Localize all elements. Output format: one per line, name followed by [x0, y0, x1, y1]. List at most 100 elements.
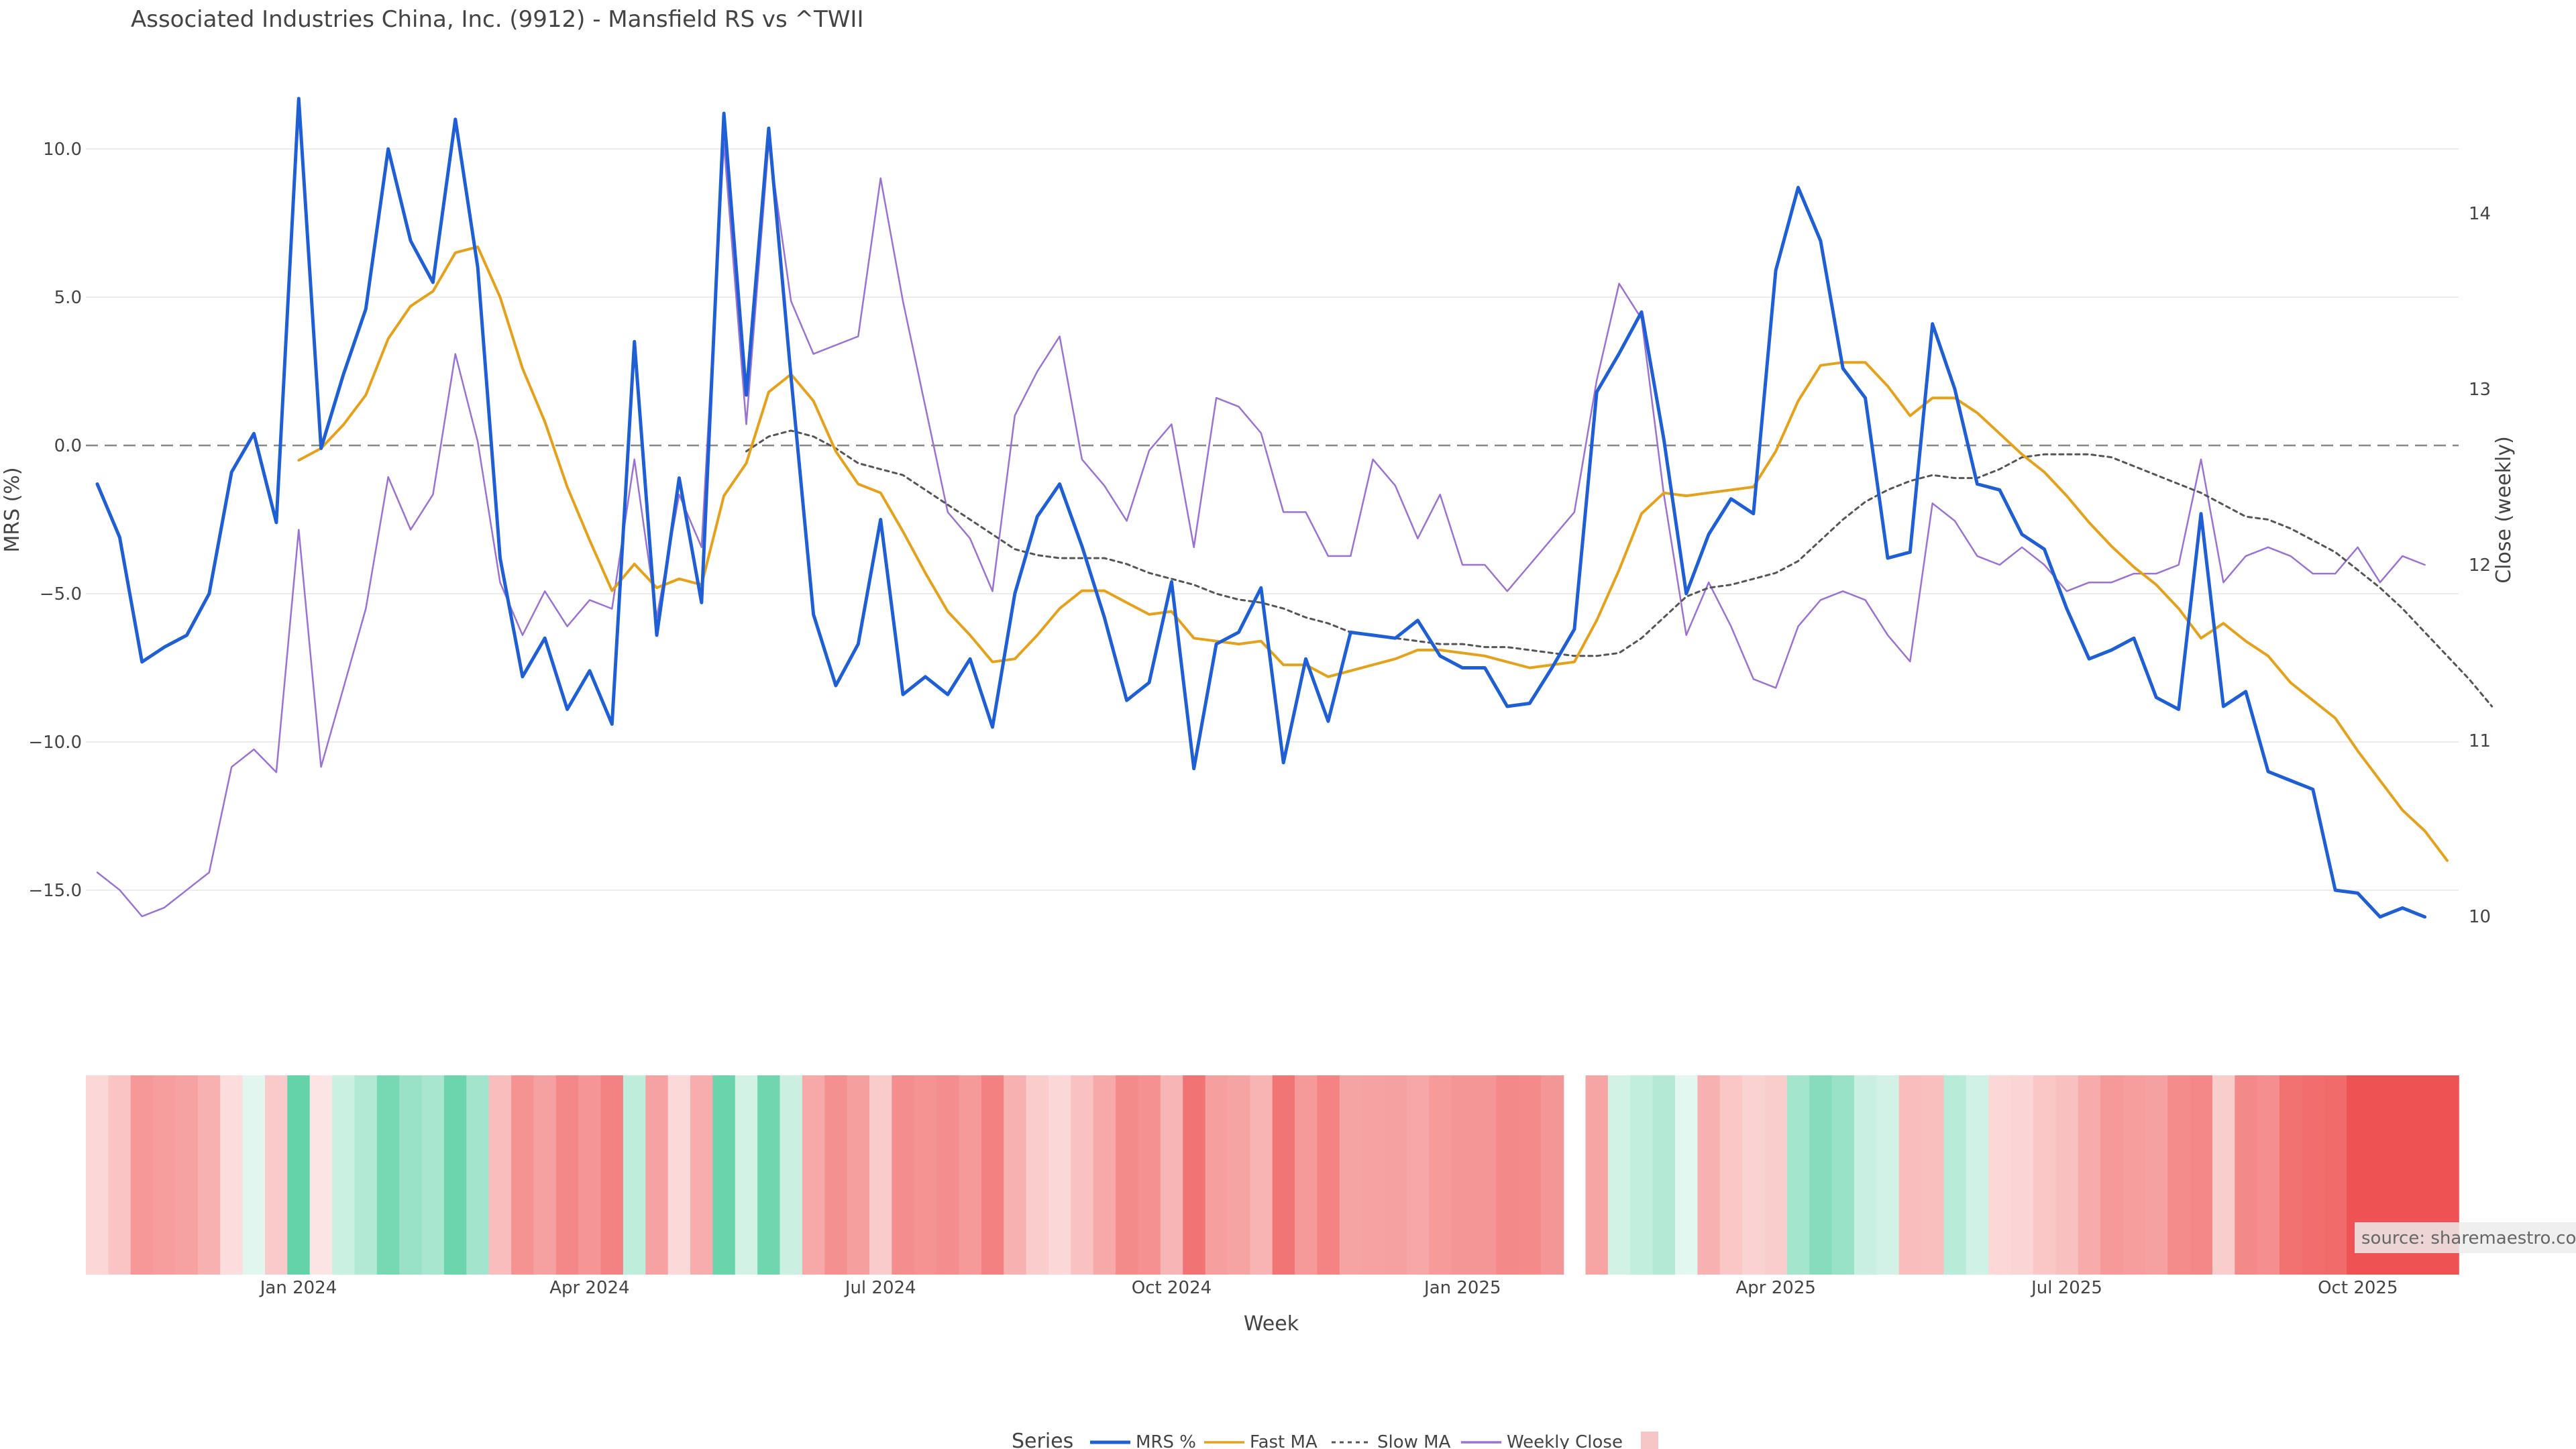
y-left-tick-label: 0.0 [54, 436, 82, 456]
heatmap-cell [578, 1075, 602, 1275]
heatmap-cell [421, 1075, 445, 1275]
heatmap-cell [1160, 1075, 1183, 1275]
heatmap-cell [197, 1075, 221, 1275]
source-annotation: source: sharemaestro.com [2355, 1222, 2576, 1253]
heatmap-cell [130, 1075, 154, 1275]
grid [86, 148, 2459, 891]
x-tick-label: Jan 2024 [259, 1278, 337, 1298]
x-tick-label: Jul 2025 [2030, 1278, 2102, 1298]
heatmap-cell [1585, 1075, 1609, 1275]
heatmap-cell [220, 1075, 244, 1275]
heatmap-cell [2100, 1075, 2124, 1275]
heatmap-cell [667, 1075, 691, 1275]
source-annotation-bg [2355, 1222, 2576, 1253]
y-axis-right: 14 13 12 11 10 [2469, 204, 2491, 927]
heatmap-cell [2279, 1075, 2303, 1275]
heatmap-cell [86, 1075, 109, 1275]
heatmap-cell [511, 1075, 535, 1275]
heatmap-cell [1943, 1075, 1967, 1275]
series-layer [95, 97, 2493, 919]
heatmap-cell [981, 1075, 1005, 1275]
legend: Series MRS % Fast MA Slow MA Weekly Close [1012, 1430, 1658, 1449]
heatmap-cell [1406, 1075, 1430, 1275]
heatmap-cell [2190, 1075, 2213, 1275]
heatmap-cell [645, 1075, 669, 1275]
heatmap-cell [1093, 1075, 1116, 1275]
y-right-tick-label: 13 [2469, 380, 2491, 400]
heatmap-cell [1384, 1075, 1407, 1275]
heatmap-cell [2078, 1075, 2101, 1275]
heatmap-cell [1630, 1075, 1654, 1275]
y-axis-right-title: Close (weekly) [2492, 436, 2516, 584]
heatmap-cell [265, 1075, 288, 1275]
x-tick-label: Oct 2024 [1132, 1278, 1212, 1298]
heatmap-cell [2010, 1075, 2034, 1275]
heatmap-cell [623, 1075, 647, 1275]
heatmap-cell [1719, 1075, 1743, 1275]
heatmap-cell [712, 1075, 736, 1275]
heatmap-cell [443, 1075, 468, 1275]
x-tick-label: Apr 2025 [1735, 1278, 1815, 1298]
heatmap-cell [869, 1075, 893, 1275]
heatmap-cell [1786, 1075, 1811, 1275]
heatmap-cell [1988, 1075, 2012, 1275]
heatmap-cell [1831, 1075, 1855, 1275]
heatmap-cell [1183, 1075, 1206, 1275]
heatmap-cell [309, 1075, 333, 1275]
heatmap-cell [847, 1075, 870, 1275]
heatmap-cell [690, 1075, 714, 1275]
heatmap-cell [108, 1075, 131, 1275]
heatmap-cell [2145, 1075, 2168, 1275]
x-tick-label: Oct 2025 [2318, 1278, 2398, 1298]
heatmap-cell [914, 1075, 937, 1275]
heatmap-cell [892, 1075, 915, 1275]
heatmap-cell [242, 1075, 266, 1275]
heatmap-cell [936, 1075, 960, 1275]
y-right-tick-label: 12 [2469, 555, 2491, 576]
legend-label-fast-ma: Fast MA [1250, 1432, 1318, 1449]
heatmap-cell [802, 1075, 826, 1275]
y-axis-left: 10.0 5.0 0.0 −5.0 −10.0 −15.0 [28, 140, 82, 901]
legend-label-mrs: MRS % [1136, 1432, 1196, 1449]
heatmap-cell [1607, 1075, 1631, 1275]
heatmap-cell [2212, 1075, 2236, 1275]
legend-title: Series [1012, 1430, 1073, 1449]
heatmap-cell [1116, 1075, 1139, 1275]
heatmap-cell [1004, 1075, 1027, 1275]
series-line-slow-ma [745, 429, 2493, 708]
heatmap-cell [466, 1075, 490, 1275]
heatmap-cell [1518, 1075, 1542, 1275]
legend-label-slow-ma: Slow MA [1377, 1432, 1451, 1449]
heatmap-cell [1742, 1075, 1766, 1275]
heatmap-cell [1541, 1075, 1564, 1275]
heatmap-cell [555, 1075, 579, 1275]
heatmap-cell [1138, 1075, 1161, 1275]
y-right-tick-label: 11 [2469, 731, 2491, 751]
heatmap-cell [1429, 1075, 1452, 1275]
heatmap-cell [959, 1075, 982, 1275]
heatmap-cell [399, 1075, 423, 1275]
heatmap-cell [600, 1075, 624, 1275]
heatmap-cell [1339, 1075, 1362, 1275]
legend-label-weekly-close: Weekly Close [1507, 1432, 1623, 1449]
legend-swatch-heatmap [1641, 1432, 1658, 1449]
heatmap-cell [2055, 1075, 2079, 1275]
heatmap-cell [1295, 1075, 1318, 1275]
y-right-tick-label: 14 [2469, 204, 2491, 224]
y-left-tick-label: −15.0 [28, 881, 82, 901]
series-line-fast-ma [297, 245, 2449, 862]
heatmap-cell [780, 1075, 803, 1275]
heatmap-cell [287, 1075, 311, 1275]
heatmap-cell [757, 1075, 781, 1275]
y-left-tick-label: −10.0 [28, 733, 82, 753]
heatmap-cell [175, 1075, 199, 1275]
heatmap-cell [354, 1075, 378, 1275]
series-line-weekly-close [96, 142, 2426, 918]
y-left-tick-label: 10.0 [43, 140, 82, 160]
x-axis: Jan 2024 Apr 2024 Jul 2024 Oct 2024 Jan 2025… [259, 1278, 2398, 1298]
heatmap-cell [332, 1075, 356, 1275]
heatmap-cell [1898, 1075, 1922, 1275]
heatmap-cell [1697, 1075, 1721, 1275]
heatmap-cell [824, 1075, 848, 1275]
